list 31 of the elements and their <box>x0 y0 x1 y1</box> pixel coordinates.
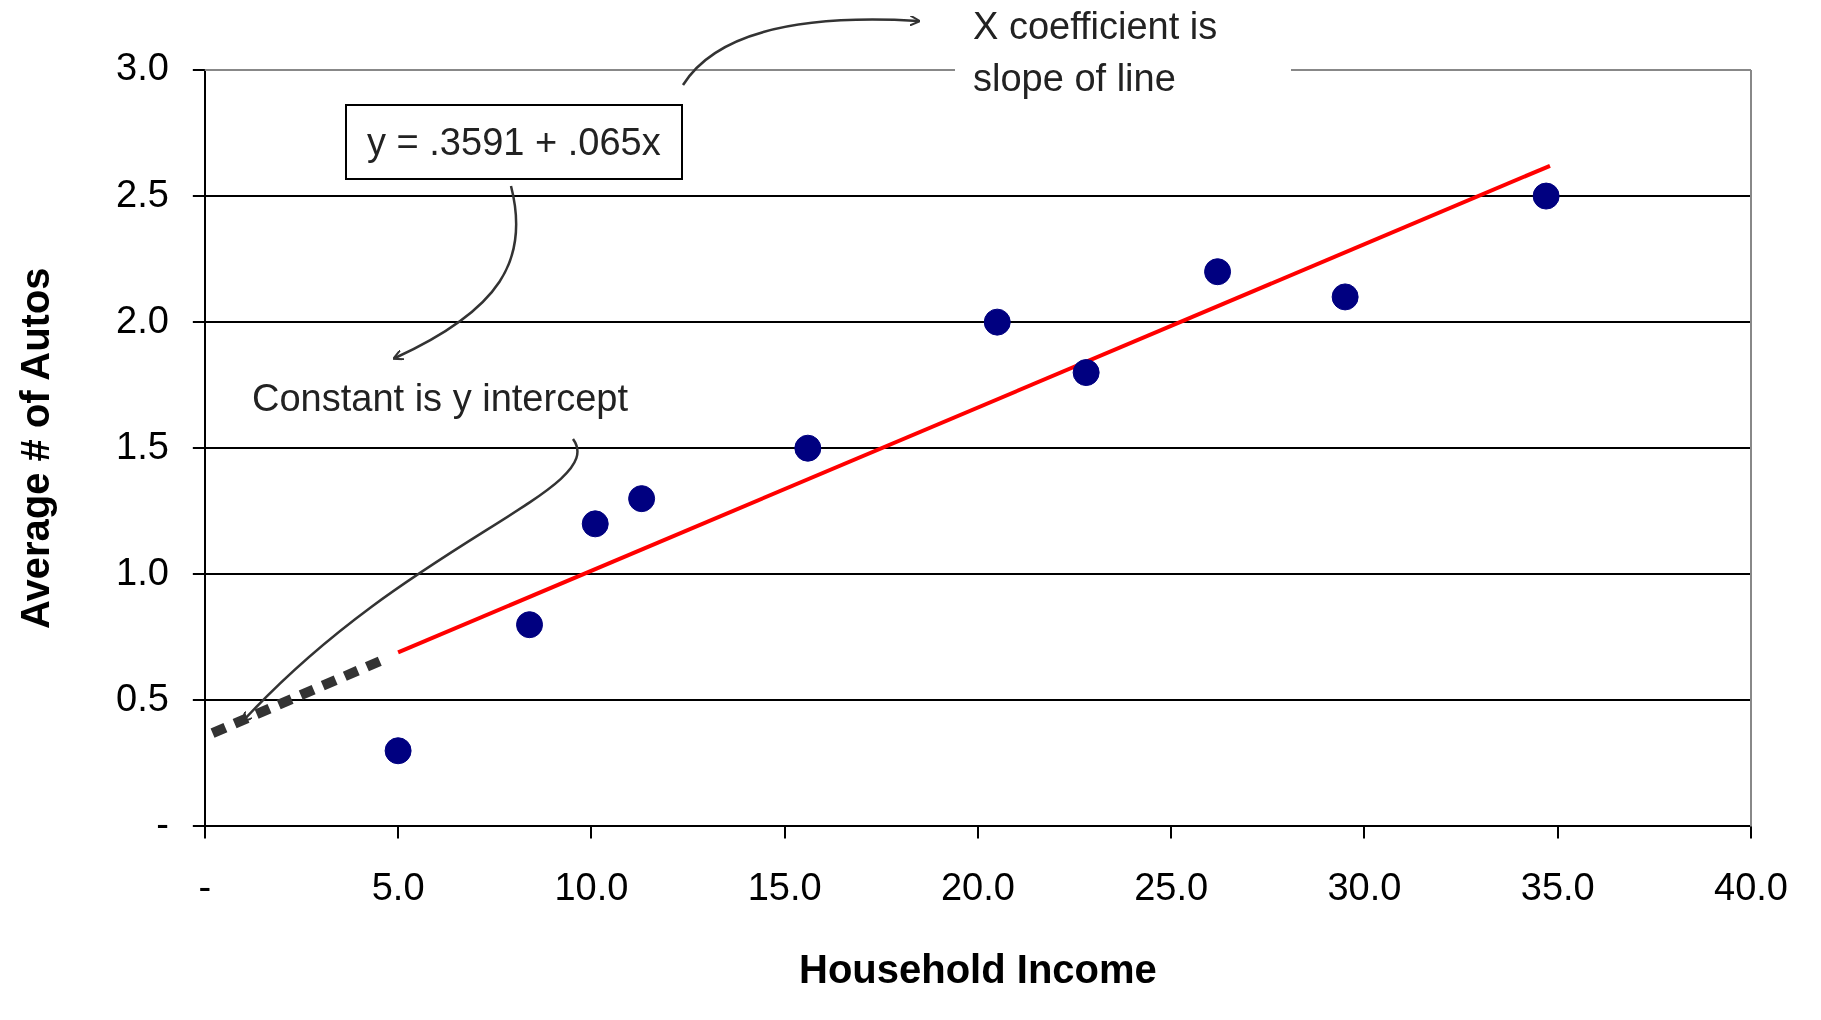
point <box>1072 359 1100 387</box>
point <box>628 485 656 513</box>
y-tick-label: 0.5 <box>116 676 169 719</box>
y-axis-title: Average # of Autos <box>13 267 58 629</box>
x-tick-label: 40.0 <box>1714 865 1788 908</box>
annotation: Constant is y intercept <box>252 376 628 421</box>
y-tick-label: 1.5 <box>116 424 169 467</box>
point <box>1331 283 1359 311</box>
annotation: y = .3591 + .065x <box>345 104 683 180</box>
point <box>1532 182 1560 210</box>
y-tick-label: - <box>156 802 169 845</box>
x-tick-label: 25.0 <box>1134 865 1209 908</box>
annotation: X coefficient is slope of line <box>955 0 1291 104</box>
x-tick-label: 15.0 <box>747 865 822 908</box>
x-tick-label: 35.0 <box>1520 865 1595 908</box>
point <box>1204 258 1232 286</box>
point <box>794 434 822 462</box>
point <box>581 510 609 538</box>
point <box>516 611 544 639</box>
y-tick-label: 2.0 <box>116 298 169 341</box>
x-tick-label: 20.0 <box>940 865 1015 908</box>
point <box>983 308 1011 336</box>
x-tick-label: 10.0 <box>554 865 629 908</box>
x-axis-title: Household Income <box>799 947 1157 992</box>
x-tick-label: 30.0 <box>1327 865 1402 908</box>
x-tick-label: 5.0 <box>371 865 425 908</box>
y-tick-label: 2.5 <box>116 172 169 215</box>
point <box>384 737 412 765</box>
y-tick-label: 1.0 <box>116 550 169 593</box>
x-tick-label: - <box>198 865 212 908</box>
y-tick-label: 3.0 <box>116 46 169 89</box>
